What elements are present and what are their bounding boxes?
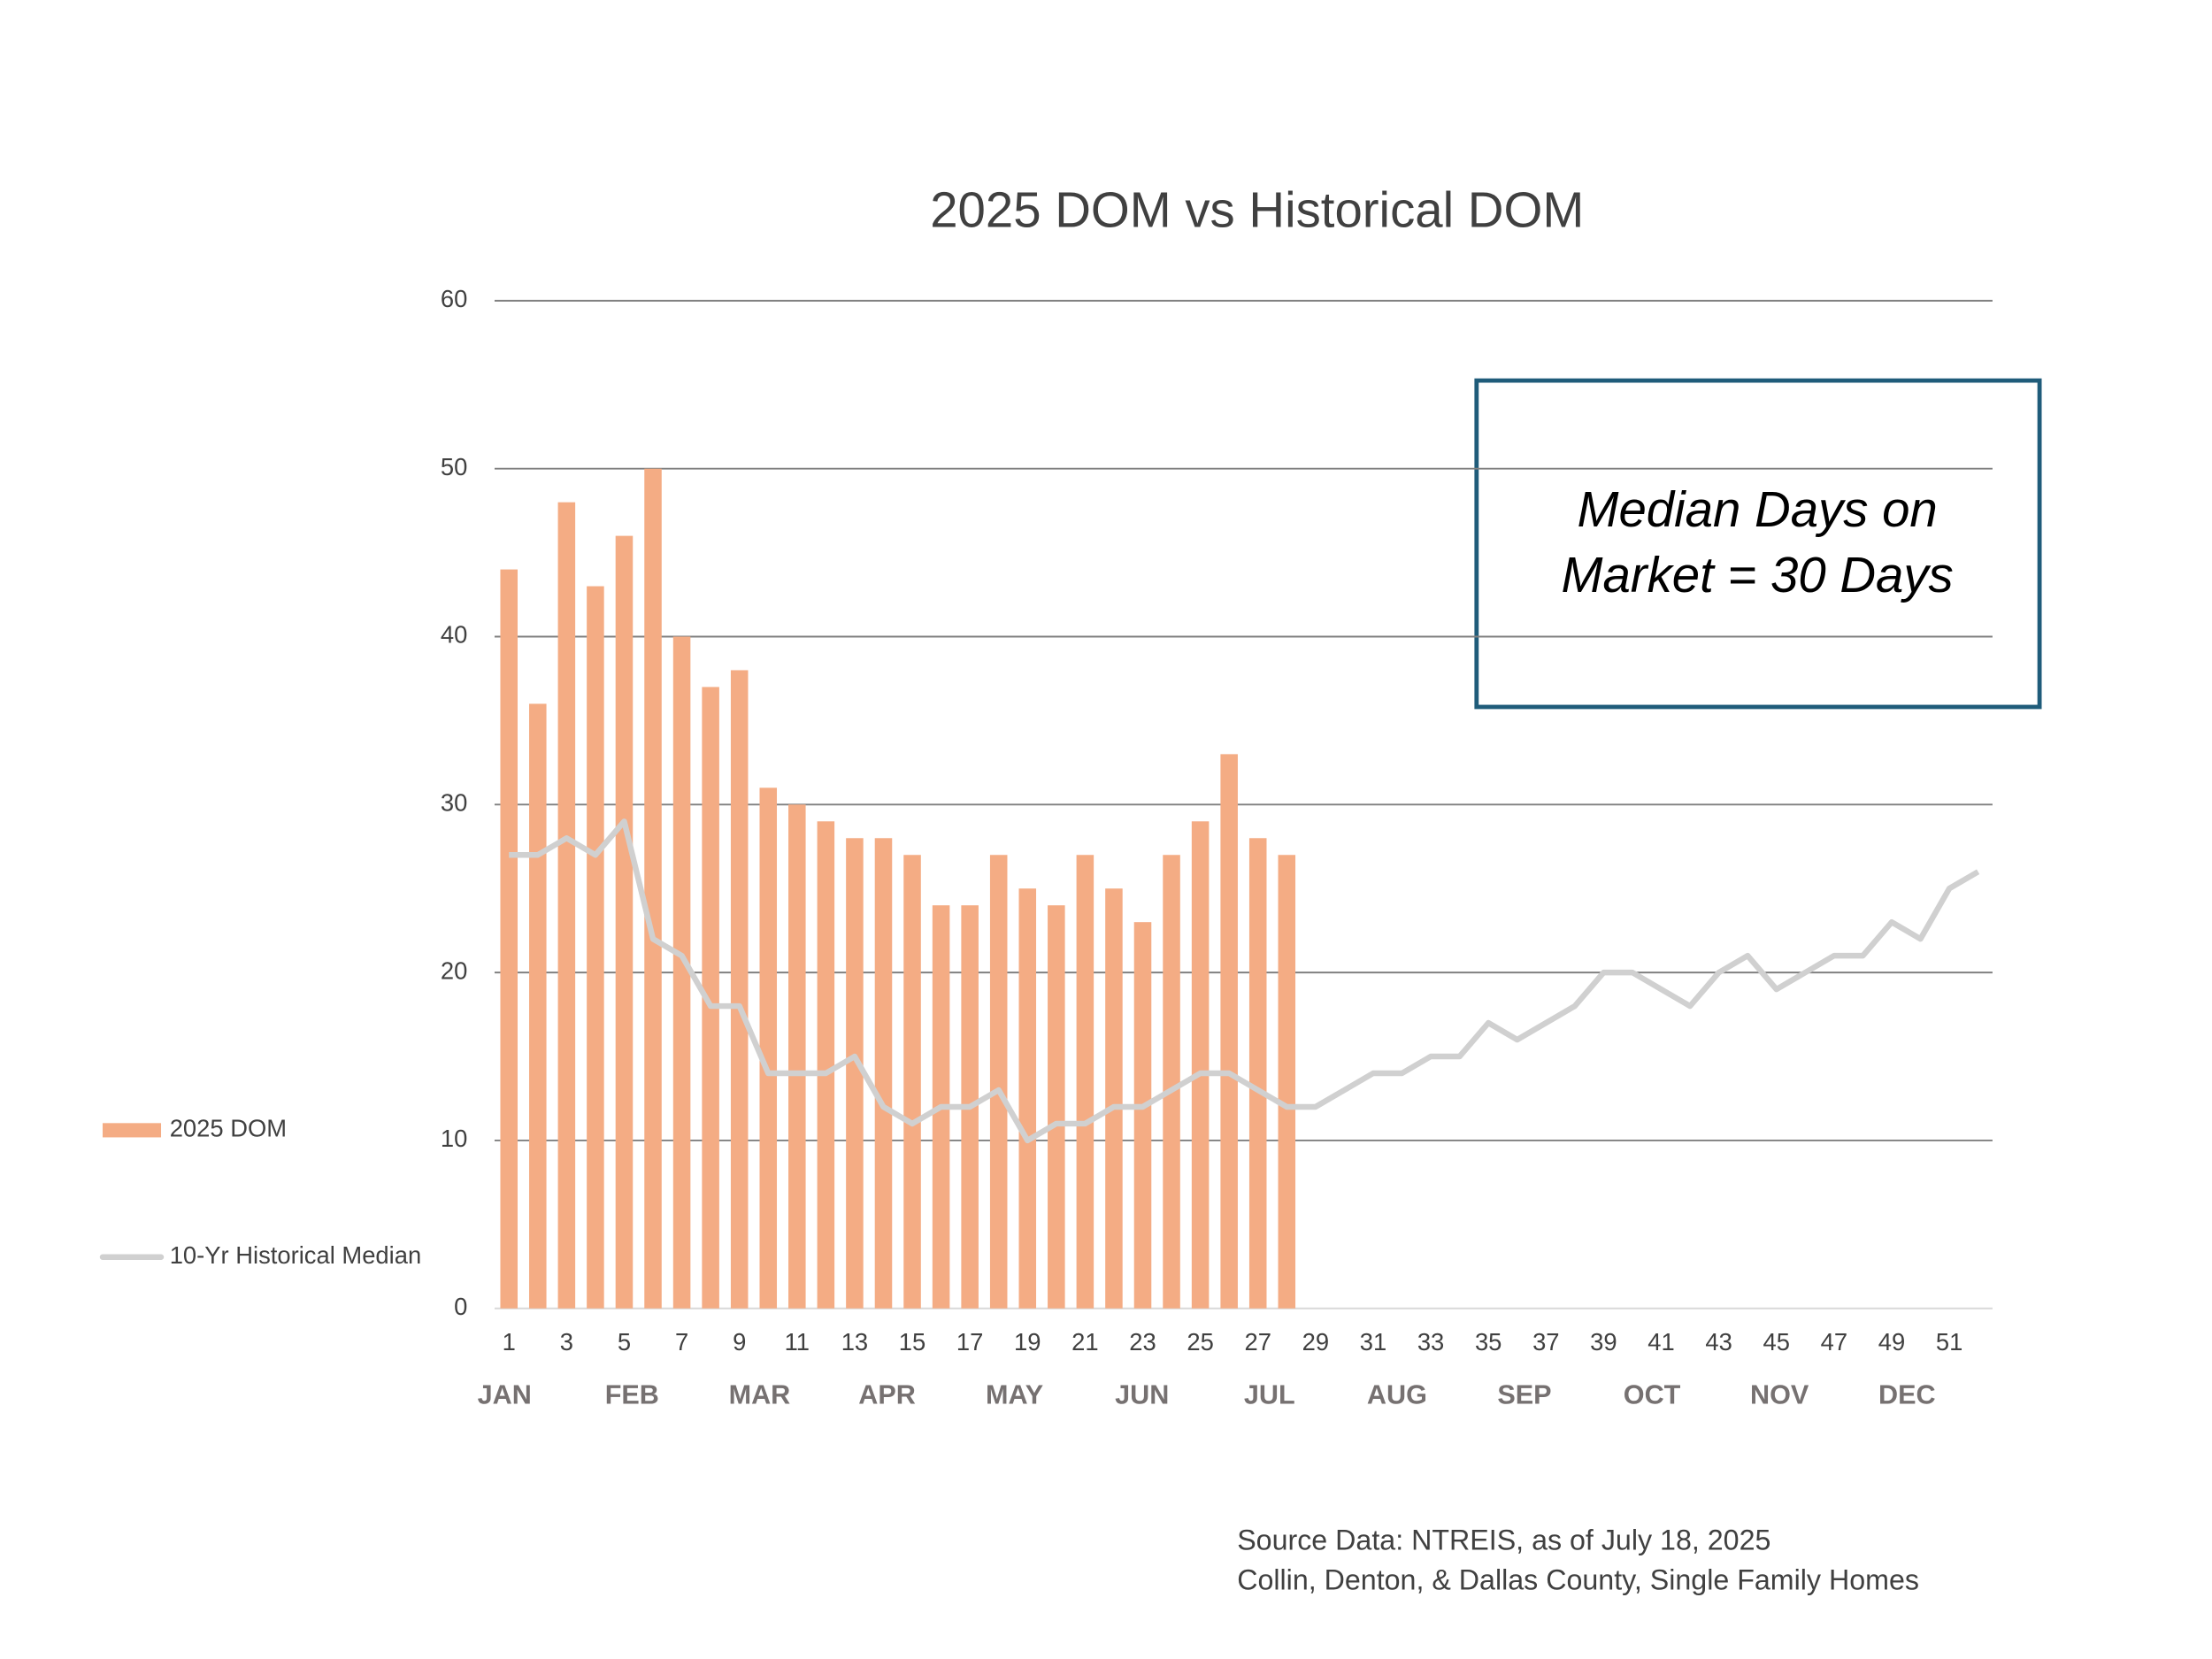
x-tick-label: 1 — [503, 1328, 516, 1356]
annotation-text: Median Days on — [1578, 481, 1938, 537]
annotation-text: Market = 30 Days — [1562, 547, 1954, 603]
month-label: DEC — [1878, 1380, 1936, 1410]
x-tick-label: 39 — [1590, 1328, 1617, 1356]
month-label: MAR — [729, 1380, 791, 1410]
y-tick-label: 40 — [441, 621, 467, 649]
source-text: Source Data: NTREIS, as of July 18, 2025 — [1237, 1524, 1770, 1555]
bar — [702, 687, 719, 1309]
bar — [1133, 922, 1152, 1309]
x-tick-label: 5 — [618, 1328, 631, 1356]
x-tick-label: 49 — [1878, 1328, 1905, 1356]
bar — [644, 468, 662, 1309]
month-label: JUN — [1115, 1380, 1169, 1410]
y-tick-label: 60 — [441, 285, 467, 312]
bar — [1248, 838, 1267, 1309]
month-label: FEB — [605, 1380, 659, 1410]
x-tick-label: 19 — [1014, 1328, 1041, 1356]
y-tick-label: 0 — [454, 1293, 467, 1320]
bar — [1220, 754, 1238, 1309]
bar — [874, 838, 893, 1309]
x-tick-label: 47 — [1821, 1328, 1847, 1356]
month-label: SEP — [1497, 1380, 1551, 1410]
bar — [529, 703, 547, 1309]
x-tick-label: 35 — [1475, 1328, 1502, 1356]
bar — [557, 502, 576, 1309]
month-label: MAY — [986, 1380, 1043, 1410]
legend-swatch — [102, 1123, 162, 1138]
chart-title: 2025 DOM vs Historical DOM — [930, 182, 1584, 238]
month-label: APR — [858, 1380, 916, 1410]
source-text: Collin, Denton, & Dallas County, Single … — [1237, 1564, 1919, 1596]
bar — [903, 855, 921, 1309]
month-label: JUL — [1244, 1380, 1295, 1410]
x-tick-label: 23 — [1129, 1328, 1156, 1356]
annotation-box — [1474, 378, 2042, 710]
bar — [672, 636, 691, 1309]
x-tick-label: 3 — [560, 1328, 573, 1356]
bar — [989, 855, 1008, 1309]
line — [509, 818, 1980, 1144]
bar — [1105, 888, 1123, 1309]
y-tick-label: 20 — [441, 956, 467, 984]
x-tick-label: 43 — [1705, 1328, 1732, 1356]
month-label: OCT — [1624, 1380, 1681, 1410]
bar — [1048, 905, 1065, 1309]
y-tick-label: 10 — [441, 1125, 467, 1152]
x-tick-label: 7 — [675, 1328, 688, 1356]
bar — [615, 535, 634, 1309]
y-tick-label: 50 — [441, 453, 467, 480]
bar — [587, 586, 604, 1309]
x-tick-label: 9 — [733, 1328, 746, 1356]
x-tick-label: 11 — [785, 1328, 810, 1356]
x-tick-label: 25 — [1187, 1328, 1213, 1356]
bar — [1076, 855, 1094, 1309]
bar — [730, 670, 749, 1309]
bar — [788, 804, 806, 1309]
x-tick-label: 27 — [1244, 1328, 1271, 1356]
y-tick-label: 30 — [441, 789, 467, 817]
bar — [500, 569, 518, 1309]
month-label: NOV — [1750, 1380, 1809, 1410]
x-tick-label: 37 — [1532, 1328, 1559, 1356]
x-tick-label: 29 — [1302, 1328, 1329, 1356]
bar — [1278, 855, 1296, 1309]
month-label: JAN — [478, 1380, 532, 1410]
x-tick-label: 33 — [1417, 1328, 1444, 1356]
x-tick-label: 15 — [899, 1328, 926, 1356]
bar — [846, 838, 864, 1309]
x-tick-label: 17 — [956, 1328, 983, 1356]
bar — [1018, 888, 1037, 1309]
x-tick-label: 13 — [841, 1328, 868, 1356]
x-tick-label: 21 — [1071, 1328, 1098, 1356]
x-tick-label: 45 — [1763, 1328, 1790, 1356]
month-label: AUG — [1367, 1380, 1427, 1410]
legend-label: 10-Yr Historical Median — [170, 1241, 422, 1269]
bar — [817, 821, 835, 1309]
x-tick-label: 51 — [1936, 1328, 1962, 1356]
legend-label: 2025 DOM — [170, 1115, 287, 1142]
bar — [1191, 821, 1210, 1309]
bar — [759, 787, 778, 1309]
x-tick-label: 31 — [1360, 1328, 1386, 1356]
x-tick-label: 41 — [1647, 1328, 1674, 1356]
bar — [1163, 855, 1180, 1309]
